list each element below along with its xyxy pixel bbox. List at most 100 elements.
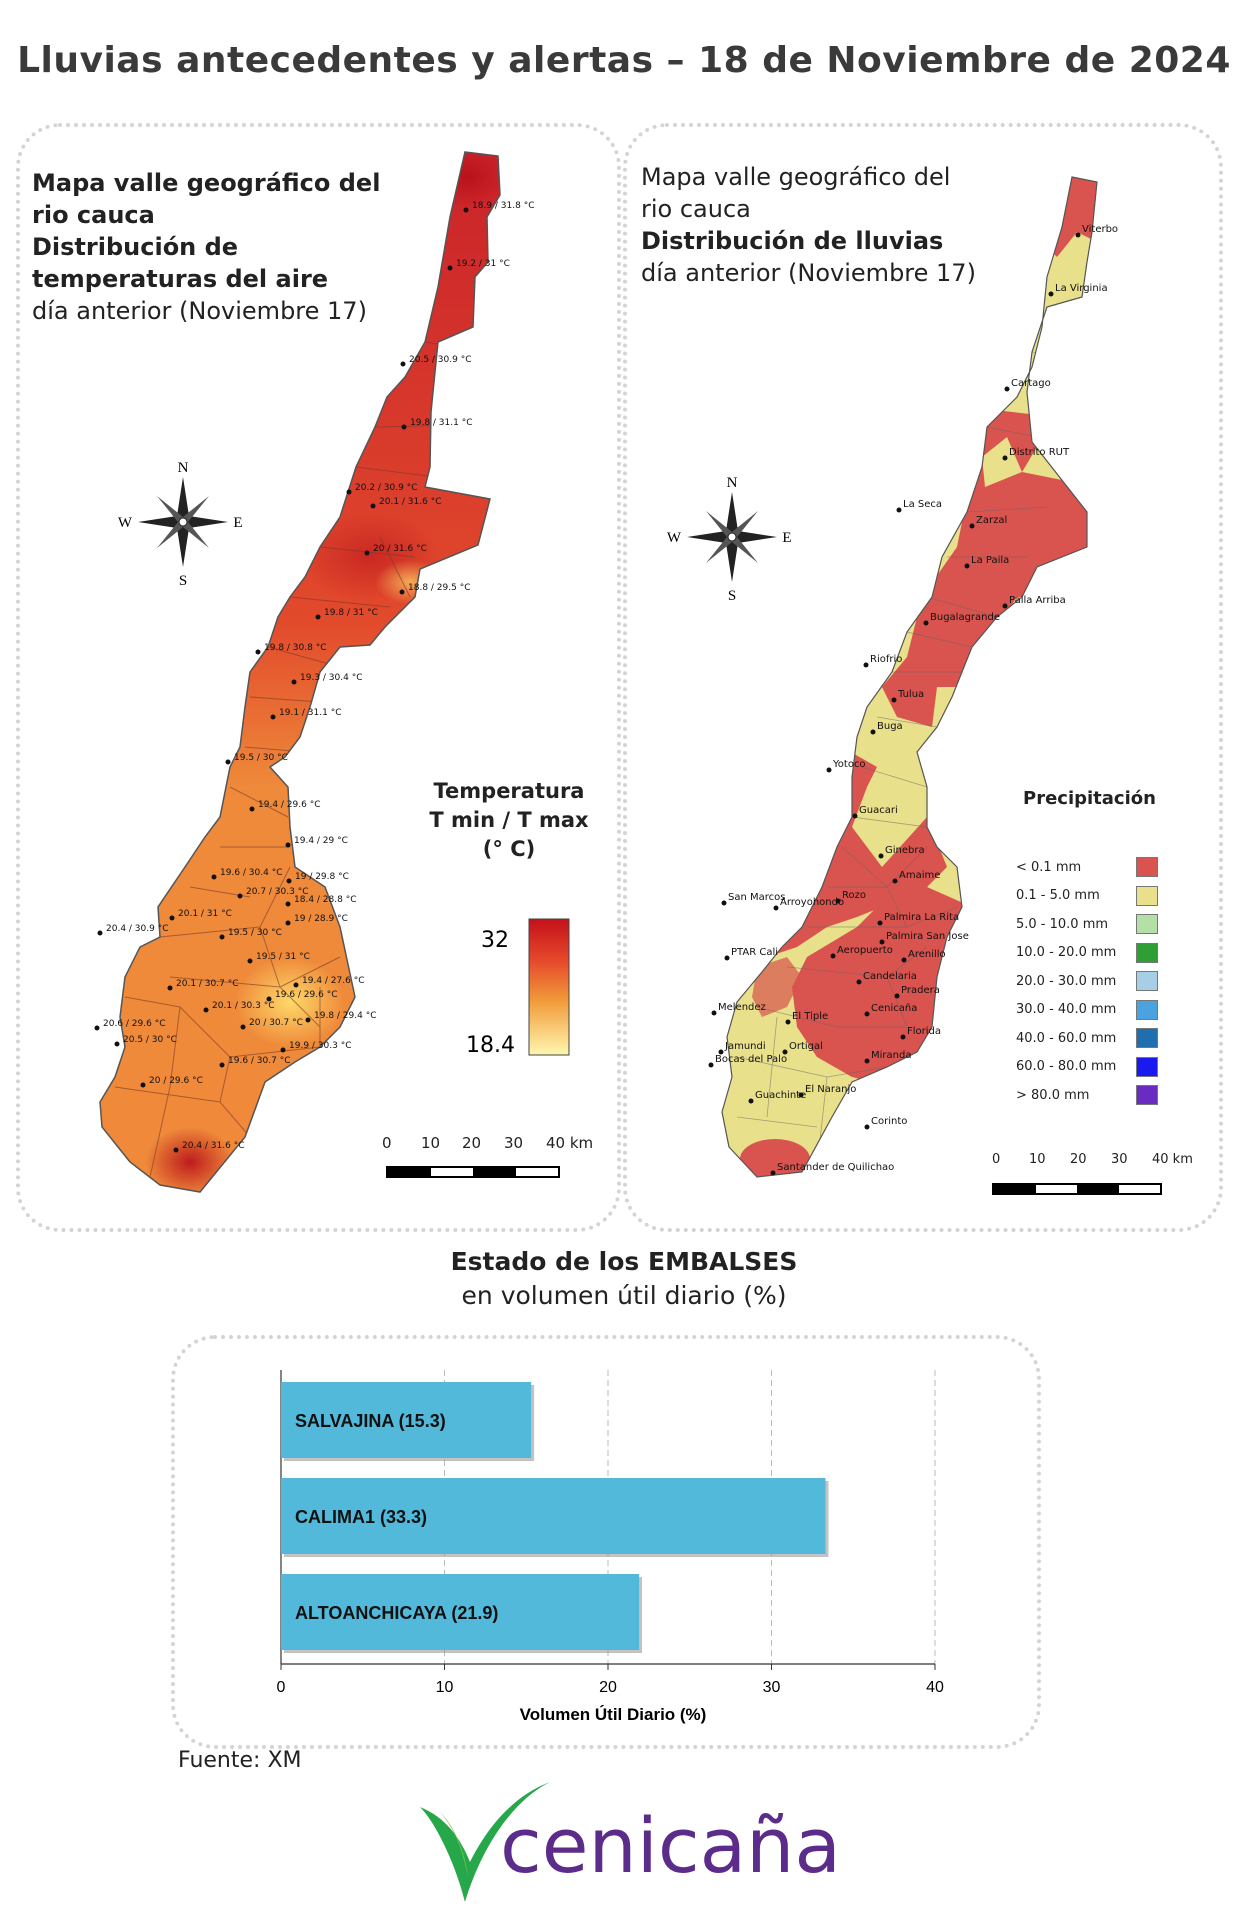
legend-label: 10.0 - 20.0 mm — [1016, 945, 1117, 960]
place-dot — [724, 955, 730, 961]
place-dot — [879, 939, 885, 945]
place-label: El Naranjo — [805, 1084, 856, 1095]
legend-title-line-1: Temperatura — [433, 779, 585, 803]
place-label: Cartago — [1011, 378, 1051, 389]
scale-label: 20 — [462, 1134, 482, 1152]
scale-label: 0 — [382, 1134, 392, 1152]
reservoirs-title: Estado de los EMBALSES — [450, 1247, 798, 1276]
station-dot — [237, 893, 243, 899]
rain-title-line-3: Distribución de lluvias — [641, 227, 944, 255]
place-dot — [785, 1019, 791, 1025]
station-dot — [167, 985, 173, 991]
place-label: Palmira La Rita — [884, 912, 959, 923]
station-label: 18.4 / 28.8 °C — [294, 895, 356, 905]
station-dot — [140, 1082, 146, 1088]
legend-swatch — [1136, 857, 1158, 877]
legend-max: 32 — [481, 928, 509, 953]
station-label: 19.6 / 29.6 °C — [275, 990, 337, 1000]
station-label: 19.6 / 30.4 °C — [220, 868, 282, 878]
place-dot — [900, 1034, 906, 1040]
place-label: Arroyohondo — [780, 897, 844, 908]
legend-title-line-2: T min / T max — [429, 808, 589, 832]
place-dot — [798, 1092, 804, 1098]
place-label: Ginebra — [885, 845, 925, 856]
place-label: PTAR Cali — [731, 947, 778, 958]
place-dot — [892, 878, 898, 884]
station-dot — [173, 1147, 179, 1153]
place-label: Miranda — [871, 1050, 911, 1061]
station-dot — [249, 806, 255, 812]
place-dot — [835, 898, 841, 904]
place-dot — [782, 1049, 788, 1055]
place-dot — [870, 729, 876, 735]
place-label: Cenicaña — [871, 1003, 917, 1014]
station-label: 20.5 / 30 °C — [123, 1035, 177, 1045]
place-label: Bugalagrande — [930, 612, 1000, 623]
station-dot — [114, 1041, 120, 1047]
place-label: Yotoco — [832, 759, 866, 770]
place-dot — [891, 697, 897, 703]
place-dot — [711, 1010, 717, 1016]
station-dot — [285, 842, 291, 848]
place-dot — [1004, 386, 1010, 392]
place-label: Bocas del Palo — [715, 1054, 787, 1065]
station-label: 19.1 / 31.1 °C — [279, 708, 341, 718]
station-label: 20.1 / 31.6 °C — [379, 497, 441, 507]
legend-swatch — [1136, 971, 1158, 991]
source-note: Fuente: XM — [178, 1748, 302, 1773]
station-dot — [169, 915, 175, 921]
compass-e: E — [233, 515, 242, 531]
legend-label: 0.1 - 5.0 mm — [1016, 888, 1100, 903]
legend-row: 20.0 - 30.0 mm — [1016, 971, 1158, 991]
temp-title-line-1: Mapa valle geográfico del — [32, 169, 381, 197]
legend-min: 18.4 — [466, 1033, 515, 1058]
station-dot — [219, 1062, 225, 1068]
legend-swatch — [1136, 999, 1158, 1020]
cenicana-logo: cenicaña — [420, 1782, 841, 1902]
place-label: Guacari — [859, 805, 898, 816]
place-dot — [877, 920, 883, 926]
station-label: 19.2 / 31 °C — [456, 259, 510, 269]
station-dot — [346, 489, 352, 495]
place-label: Jamundi — [724, 1041, 766, 1052]
station-label: 20.4 / 30.9 °C — [106, 924, 168, 934]
place-dot — [770, 1170, 776, 1176]
place-label: La Seca — [903, 499, 942, 510]
station-dot — [463, 207, 469, 213]
compass-rose-icon: N S E W — [118, 460, 243, 589]
place-dot — [826, 767, 832, 773]
station-label: 20.4 / 31.6 °C — [182, 1141, 244, 1151]
legend-label: 40.0 - 60.0 mm — [1016, 1030, 1117, 1046]
reservoirs-chart-panel — [171, 1335, 1041, 1749]
station-label: 19.4 / 29.6 °C — [258, 800, 320, 810]
place-dot — [901, 957, 907, 963]
place-dot — [864, 1124, 870, 1130]
station-label: 19.4 / 27.6 °C — [302, 976, 364, 986]
station-dot — [364, 550, 370, 556]
temp-scalebar — [386, 1166, 560, 1178]
station-dot — [400, 361, 406, 367]
rain-subtitle: día anterior (Noviembre 17) — [641, 259, 976, 287]
place-dot — [830, 953, 836, 959]
place-label: Paila Arriba — [1009, 595, 1066, 606]
temperature-gradient-bar — [528, 918, 570, 1056]
temp-title-line-3: Distribución de — [32, 233, 239, 261]
legend-swatch — [1136, 1056, 1158, 1077]
station-label: 19.4 / 29 °C — [294, 836, 348, 846]
legend-swatch — [1136, 1028, 1158, 1048]
scale-label: 30 — [1111, 1152, 1128, 1167]
station-dot — [240, 1024, 246, 1030]
station-dot — [305, 1017, 311, 1023]
station-dot — [266, 996, 272, 1002]
station-label: 19.8 / 31 °C — [324, 608, 378, 618]
place-dot — [852, 813, 858, 819]
scale-label: 30 — [504, 1134, 524, 1152]
compass-e: E — [782, 530, 791, 546]
place-dot — [864, 1011, 870, 1017]
station-dot — [270, 714, 276, 720]
station-label: 20.1 / 31 °C — [178, 909, 232, 919]
scale-label: 20 — [1070, 1152, 1087, 1167]
station-label: 19 / 29.8 °C — [295, 872, 349, 882]
station-dot — [203, 1007, 209, 1013]
station-dot — [285, 901, 291, 907]
